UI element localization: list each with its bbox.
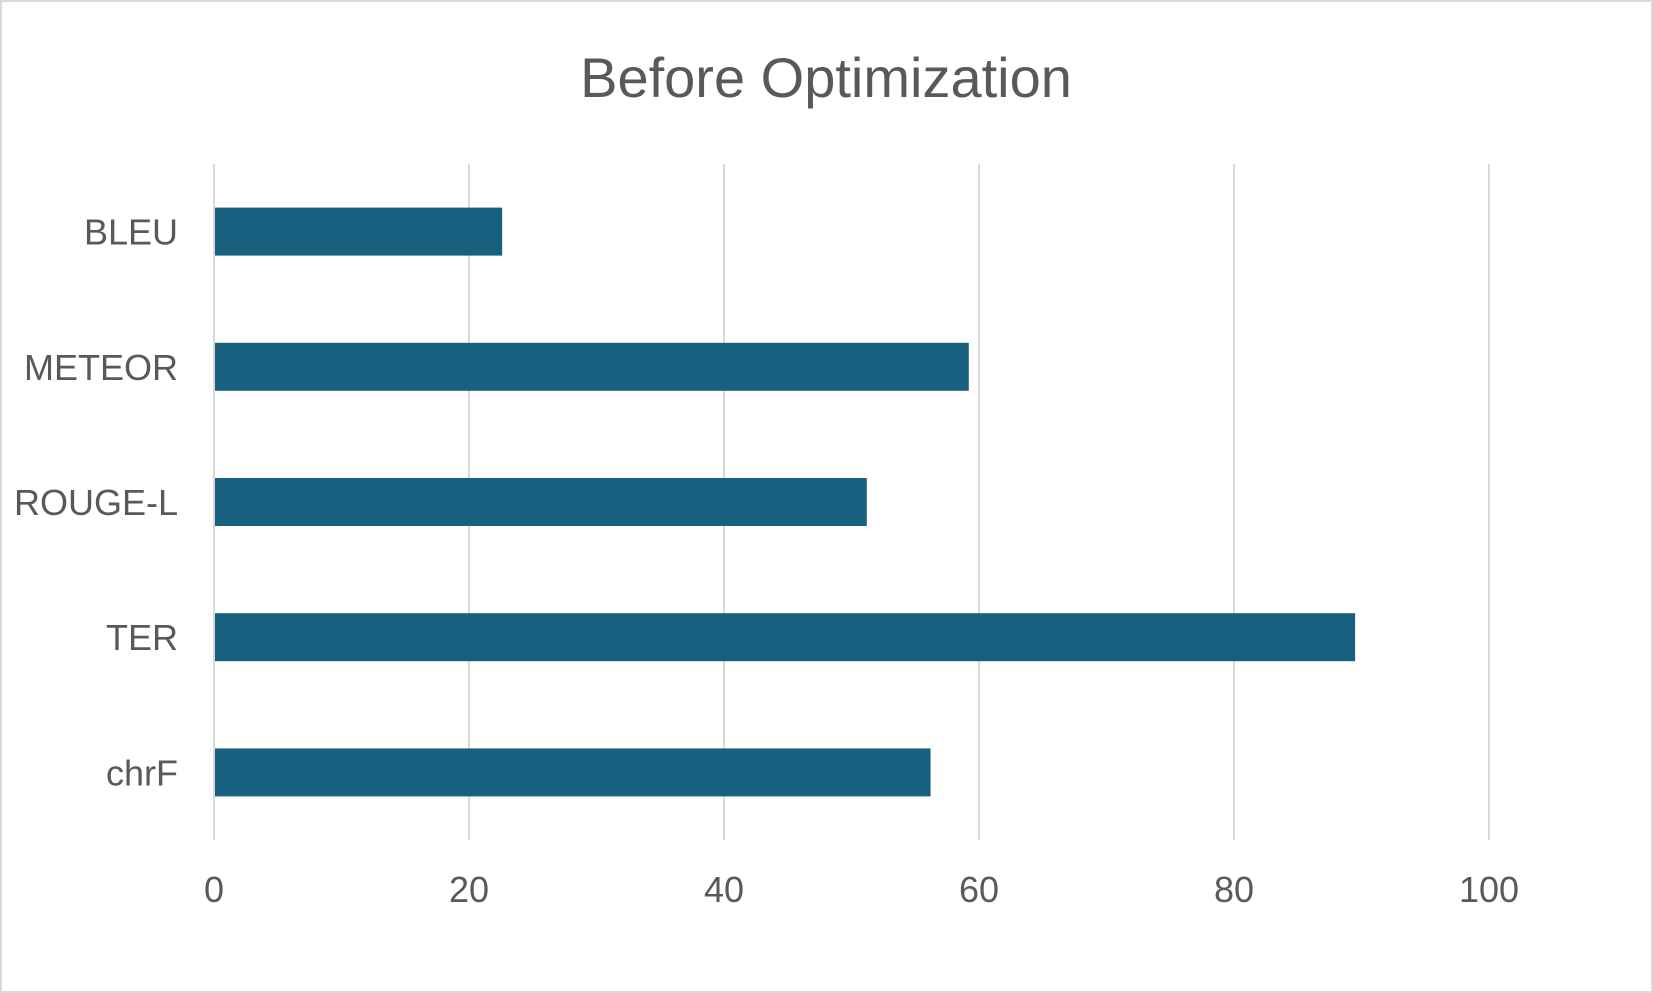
x-tick-label: 60 [959,869,999,910]
category-label-meteor: METEOR [24,347,178,388]
x-tick-label: 100 [1459,869,1519,910]
category-label-chrf: chrF [106,752,178,793]
bar-chrf [215,748,931,797]
bar-bleu [215,207,503,256]
x-tick-label: 80 [1214,869,1254,910]
category-label-ter: TER [106,617,178,658]
category-label-bleu: BLEU [84,212,178,253]
category-labels: BLEU METEOR ROUGE-L TER chrF [14,212,178,794]
bar-rouge-l [215,478,867,526]
chart-title: Before Optimization [580,46,1072,109]
bar-ter [215,613,1356,662]
x-tick-label: 20 [449,869,489,910]
x-axis-tick-labels: 0 20 40 60 80 100 [204,869,1519,910]
x-tick-label: 0 [204,869,224,910]
category-label-rouge-l: ROUGE-L [14,482,178,523]
bar-meteor [215,342,969,391]
x-tick-label: 40 [704,869,744,910]
bars [215,207,1356,797]
